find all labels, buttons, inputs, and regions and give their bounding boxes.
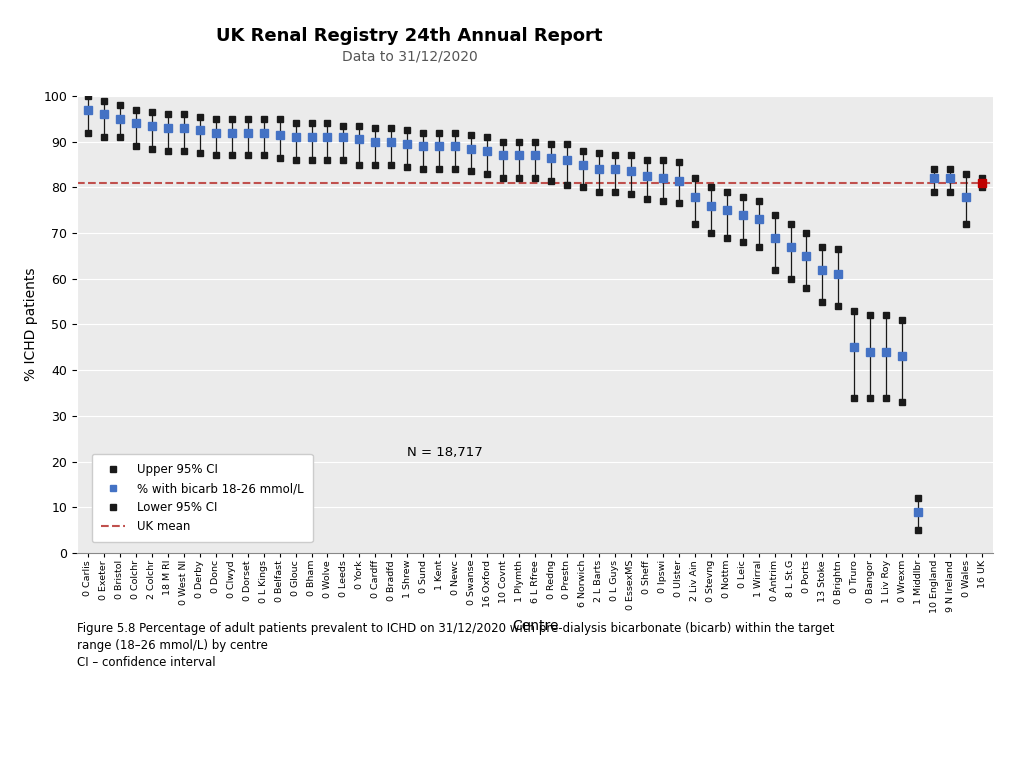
Text: UK Renal Registry 24th Annual Report: UK Renal Registry 24th Annual Report (216, 27, 603, 45)
X-axis label: Centre: Centre (512, 619, 558, 633)
Text: N = 18,717: N = 18,717 (407, 446, 482, 459)
Text: Figure 5.8 Percentage of adult patients prevalent to ICHD on 31/12/2020 with pre: Figure 5.8 Percentage of adult patients … (77, 622, 835, 669)
Text: Data to 31/12/2020: Data to 31/12/2020 (342, 50, 477, 64)
Y-axis label: % ICHD patients: % ICHD patients (24, 268, 38, 381)
Legend: Upper 95% CI, % with bicarb 18-26 mmol/L, Lower 95% CI, UK mean: Upper 95% CI, % with bicarb 18-26 mmol/L… (92, 454, 312, 542)
